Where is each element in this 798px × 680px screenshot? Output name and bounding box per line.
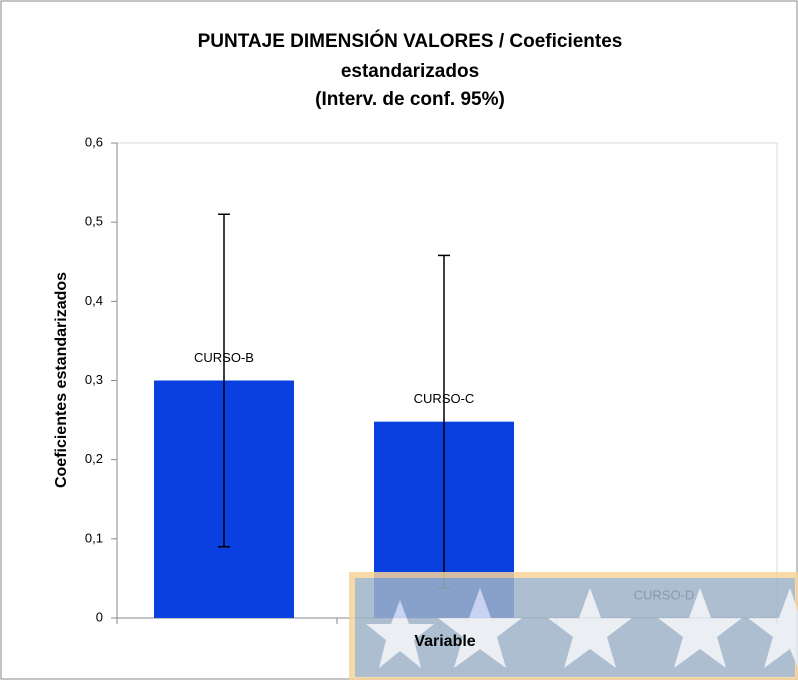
y-axis-title: Coeficientes estandarizados — [53, 272, 70, 488]
y-tick-label: 0,4 — [85, 293, 103, 308]
chart-title: PUNTAJE DIMENSIÓN VALORES / Coeficientes — [198, 30, 623, 52]
x-axis-title: Variable — [414, 633, 475, 650]
overlay-image — [349, 572, 798, 680]
y-tick-label: 0 — [96, 609, 103, 624]
y-tick-label: 0,3 — [85, 372, 103, 387]
chart-title: estandarizados — [341, 61, 479, 82]
y-tick-label: 0,1 — [85, 530, 103, 545]
y-tick-label: 0,2 — [85, 451, 103, 466]
y-tick-label: 0,5 — [85, 214, 103, 229]
y-tick-label: 0,6 — [85, 134, 103, 149]
chart-title: (Interv. de conf. 95%) — [315, 89, 505, 110]
